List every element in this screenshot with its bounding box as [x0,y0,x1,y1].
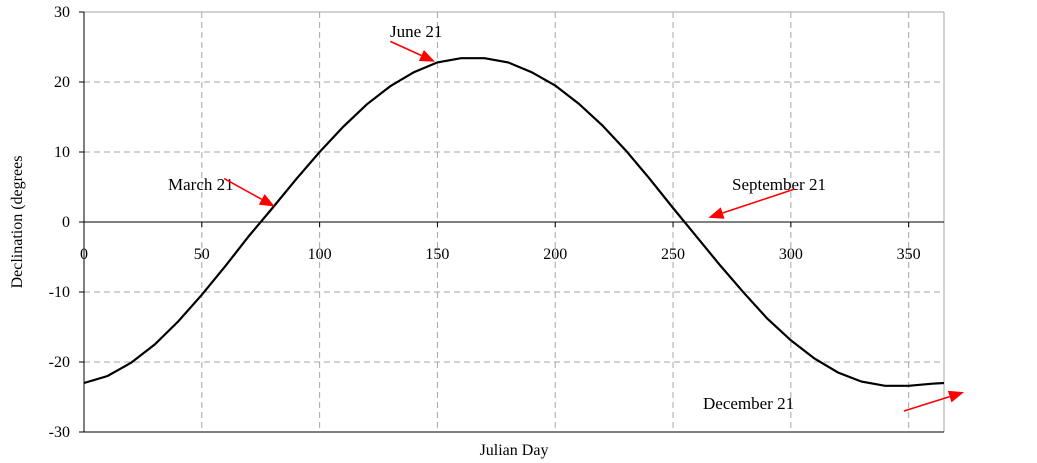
y-tick-label: -10 [49,284,70,301]
y-tick-label: -20 [49,354,70,371]
annotation-label: September 21 [732,175,826,194]
x-tick-label: 0 [80,246,88,263]
annotation-arrow-head [708,207,725,219]
annotation-arrow-line [223,177,263,201]
y-tick-label: 20 [54,74,70,91]
x-tick-label: 350 [897,246,921,263]
annotation-arrow-head [947,390,965,403]
axes [79,11,945,433]
x-tick-label: 50 [194,246,210,263]
annotation-arrow-head [258,194,275,207]
x-tick-label: 250 [661,246,685,263]
y-tick-label: 30 [54,4,70,21]
annotation-label: March 21 [168,175,234,194]
x-tick-labels: 0 50 100 150 200 250 300 350 [80,246,921,263]
x-tick-label: 300 [779,246,803,263]
annotation-label: December 21 [703,394,794,413]
x-tick-label: 150 [425,246,449,263]
y-tick-labels: -30 -20 -10 0 10 20 30 [49,4,70,441]
y-tick-label: 10 [54,144,70,161]
declination-series-line [83,57,945,387]
y-tick-label: 0 [62,214,70,231]
y-axis-label: Declination (degrees [9,156,26,289]
annotation-arrow-line [389,40,422,57]
annotation-label: June 21 [390,22,442,41]
x-axis-label: Julian Day [480,442,549,459]
annotation-arrow-line [722,188,795,214]
x-tick-label: 100 [308,246,332,263]
y-tick-label: -30 [49,424,70,441]
x-tick-label: 200 [543,246,567,263]
annotations: June 21 March 21 September 21 December 21 [168,22,965,413]
annotation-arrow-line [903,395,950,412]
annotation-arrow-head [418,50,436,62]
